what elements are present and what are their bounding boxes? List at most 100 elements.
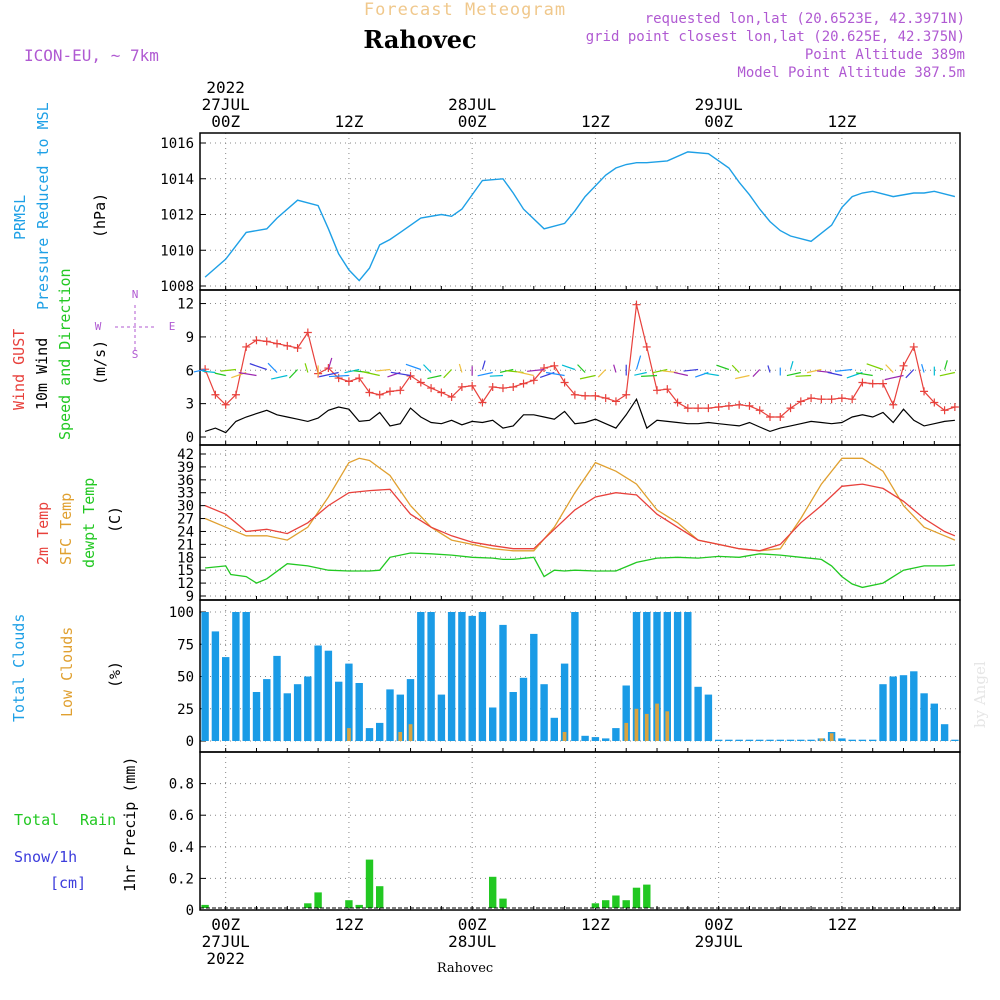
gust-marker <box>468 381 477 390</box>
total-cloud-bar <box>694 686 702 741</box>
precip-label-snow: Snow/1h <box>14 848 77 866</box>
temperature-ytick-label: 33 <box>177 486 194 502</box>
total-cloud-bar <box>869 739 877 741</box>
precip-bar <box>489 876 497 908</box>
top-time-label: 12Z <box>581 112 610 131</box>
temperature-ytick-label: 27 <box>177 512 194 528</box>
wind-direction-arrow <box>905 369 915 379</box>
gust-marker <box>940 406 949 415</box>
bottom-time-label: 2022 <box>206 949 245 968</box>
total-cloud-bar <box>232 612 240 741</box>
total-cloud-bar <box>335 681 343 741</box>
total-cloud-bar <box>632 612 641 741</box>
temperature-ytick-label: 39 <box>177 460 194 476</box>
total-cloud-bar <box>745 739 754 741</box>
wind-direction-arrow <box>939 371 955 377</box>
total-cloud-bar <box>715 739 723 741</box>
gust-marker <box>283 341 292 350</box>
total-cloud-bar <box>879 684 887 741</box>
precip-unit: 1hr Precip (mm) <box>121 757 139 892</box>
total-cloud-bar <box>766 739 774 741</box>
gust-marker <box>776 412 785 421</box>
wind-direction-arrow <box>789 361 794 370</box>
low-cloud-bar <box>398 732 403 741</box>
watermark: by Angel <box>971 661 989 728</box>
wind-direction-arrow <box>731 364 740 373</box>
clouds-ytick-label: 50 <box>177 670 194 686</box>
top-time-label: 12Z <box>334 112 363 131</box>
temp-unit: (C) <box>106 506 124 533</box>
clouds-ytick-label: 25 <box>177 702 194 718</box>
gust-marker <box>457 382 466 391</box>
gust-marker <box>837 394 846 403</box>
precip-bar <box>591 903 600 908</box>
total-cloud-bar <box>571 612 579 741</box>
gust-marker <box>355 374 364 383</box>
precip-bar <box>314 892 322 908</box>
gust-marker <box>858 378 867 387</box>
temp-label-3: dewpt Temp <box>80 478 98 568</box>
wind-direction-arrow <box>443 369 453 379</box>
gust-marker <box>714 402 723 411</box>
precip-frame <box>199 751 961 911</box>
wind-direction-arrow <box>516 371 534 377</box>
gust-marker <box>899 361 908 370</box>
temperature-series-2m-temp <box>204 483 956 552</box>
wind-direction-arrow <box>613 364 617 373</box>
wind-direction-arrow <box>318 371 339 378</box>
gust-marker <box>519 379 528 388</box>
pressure-series-prmsl <box>204 151 956 282</box>
wind-direction-arrow <box>597 369 607 378</box>
precip-ytick-label: 0.8 <box>169 777 194 793</box>
precip-bar <box>304 903 312 908</box>
gust-marker <box>447 392 456 401</box>
pressure-ytick-label: 1014 <box>160 172 194 188</box>
wind-direction-arrow <box>390 371 411 377</box>
gust-marker <box>365 388 374 397</box>
wind-direction-arrow <box>202 370 216 374</box>
total-cloud-bar <box>940 724 949 741</box>
precip-label-rain: Rain <box>80 811 116 829</box>
top-time-label: 28JUL <box>448 95 496 114</box>
wind-direction-arrow <box>344 368 360 374</box>
gust-marker <box>622 390 631 399</box>
gust-marker <box>550 361 559 370</box>
total-cloud-bar <box>273 655 281 741</box>
wind-direction-arrow <box>481 360 486 370</box>
wind-direction-arrow <box>866 363 884 371</box>
temp-label-1: 2m Temp <box>34 502 52 565</box>
wind-direction-arrow <box>193 368 206 373</box>
total-cloud-bar <box>550 717 558 741</box>
gust-marker <box>827 395 836 404</box>
precip-label-cm: [cm] <box>50 874 86 892</box>
top-time-label: 12Z <box>827 112 856 131</box>
gust-marker <box>386 387 394 396</box>
gust-marker <box>529 376 538 385</box>
wind-direction-arrow <box>327 357 333 370</box>
wind-ytick-label: 0 <box>186 430 194 446</box>
gust-marker <box>498 384 507 393</box>
total-cloud-bar <box>602 738 610 741</box>
temperature-ytick-label: 21 <box>177 537 194 553</box>
low-cloud-bar <box>644 713 649 741</box>
total-cloud-bar <box>211 631 220 741</box>
wind-direction-arrow <box>767 365 771 373</box>
clouds-label-2: Low Clouds <box>58 627 76 717</box>
wind-series-10m-wind <box>204 397 955 434</box>
total-cloud-bar <box>324 650 333 741</box>
total-cloud-bar <box>458 612 466 741</box>
low-cloud-bar <box>655 703 659 741</box>
wind-direction-arrow <box>527 368 545 372</box>
bottom-time-label: 00Z <box>211 915 240 934</box>
info-line-1: requested lon,lat (20.6523E, 42.3971N) <box>645 11 965 27</box>
gust-marker <box>848 395 857 404</box>
wind-direction-arrow <box>752 369 761 377</box>
precip-ytick-label: 0.6 <box>169 808 194 824</box>
total-cloud-bar <box>756 739 764 741</box>
total-cloud-bar <box>427 612 435 741</box>
precip-bar <box>622 900 630 908</box>
gust-marker <box>211 390 220 399</box>
gust-marker <box>755 406 764 415</box>
gust-marker <box>601 394 610 403</box>
clouds-unit: (%) <box>106 661 124 688</box>
